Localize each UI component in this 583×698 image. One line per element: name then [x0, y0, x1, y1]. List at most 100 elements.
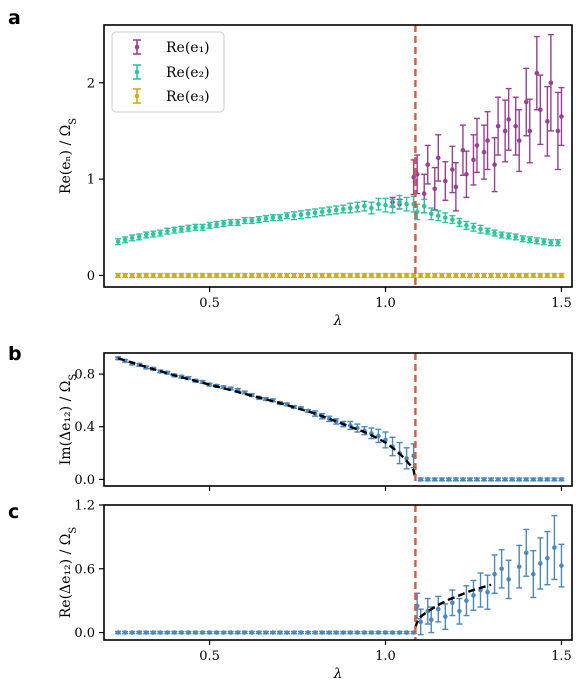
data-point: [390, 630, 395, 635]
data-point: [516, 138, 522, 143]
panel-label-b: b: [8, 343, 22, 365]
data-point: [263, 630, 269, 635]
data-point: [221, 273, 226, 278]
data-point: [270, 630, 276, 635]
data-point: [291, 273, 297, 278]
data-point: [355, 630, 360, 635]
data-point: [488, 477, 494, 482]
data-point: [369, 273, 374, 278]
data-point: [450, 217, 455, 222]
y-tick-label: 0: [87, 269, 95, 284]
data-point: [263, 216, 269, 221]
data-point: [450, 167, 455, 172]
data-point: [312, 630, 318, 635]
data-point: [530, 571, 536, 577]
data-point: [172, 630, 177, 635]
data-point: [333, 630, 339, 635]
data-point: [404, 273, 409, 278]
data-point: [348, 630, 353, 635]
data-point: [485, 138, 490, 143]
data-point: [186, 225, 191, 231]
series-a-0: [389, 33, 565, 214]
data-point: [495, 123, 501, 129]
data-point: [284, 273, 290, 278]
data-point: [158, 230, 163, 236]
data-point: [457, 608, 462, 614]
data-point: [428, 617, 434, 623]
data-point: [523, 99, 529, 105]
data-point: [523, 550, 529, 556]
legend-dot-e3: [134, 93, 140, 99]
data-point: [435, 606, 441, 612]
data-point: [249, 273, 255, 278]
panel-label-a: a: [8, 7, 21, 29]
data-point: [129, 235, 135, 241]
data-point: [305, 630, 311, 635]
legend-dot-e1: [134, 44, 140, 50]
data-point: [115, 273, 121, 278]
data-point: [143, 232, 149, 238]
y-tick-label: 0.0: [74, 626, 95, 641]
data-point: [319, 273, 325, 278]
data-point: [460, 477, 466, 482]
data-point: [376, 201, 381, 207]
data-point: [474, 273, 480, 278]
data-point: [474, 143, 480, 148]
y-tick-label: 0.4: [74, 420, 95, 435]
data-point: [362, 273, 367, 278]
data-point: [457, 220, 462, 225]
x-axis-label: λ: [333, 666, 343, 682]
data-point: [516, 273, 522, 278]
axes-frame: [103, 504, 573, 641]
data-point: [136, 234, 142, 240]
data-point: [242, 273, 248, 278]
data-point: [200, 224, 205, 230]
data-point: [488, 273, 494, 278]
data-point: [530, 477, 536, 482]
panel-label-c: c: [8, 501, 19, 523]
data-point: [228, 220, 233, 225]
data-point: [538, 477, 543, 482]
data-point: [425, 162, 431, 167]
x-tick-label: 1.5: [551, 649, 572, 664]
data-point: [443, 614, 448, 619]
data-point: [545, 119, 550, 124]
data-point: [471, 224, 476, 230]
data-point: [179, 630, 184, 635]
data-point: [397, 199, 402, 205]
data-point: [432, 186, 438, 192]
y-axis-label: Re(Δe₁₂) / ΩS: [58, 527, 79, 619]
data-point: [235, 220, 241, 225]
data-point: [383, 273, 388, 278]
data-point: [214, 222, 219, 227]
data-point: [453, 273, 459, 278]
x-tick-label: 1.0: [375, 296, 396, 311]
data-point: [136, 273, 142, 278]
data-point: [523, 477, 529, 482]
panel-a: 0.5 1.0 1.5 0 1 2 λ Re(eₙ) / ΩS: [58, 24, 573, 329]
legend-entry-e2: Re(e₂): [133, 64, 210, 81]
data-point: [478, 226, 483, 232]
data-point: [291, 630, 297, 635]
data-point: [411, 174, 416, 180]
data-point: [165, 228, 170, 234]
data-point: [404, 201, 409, 207]
data-point: [495, 477, 501, 482]
data-point: [523, 273, 529, 278]
data-point: [172, 227, 177, 233]
x-tick-label: 0.5: [199, 296, 220, 311]
data-point: [200, 630, 205, 635]
data-point: [545, 273, 550, 278]
data-point: [115, 630, 121, 635]
data-point: [207, 223, 212, 228]
data-point: [453, 477, 459, 482]
data-point: [446, 273, 452, 278]
data-point: [538, 273, 543, 278]
data-point: [348, 273, 353, 278]
data-point: [376, 273, 381, 278]
data-point: [158, 273, 163, 278]
data-point: [122, 273, 128, 278]
data-point: [207, 273, 212, 278]
data-point: [298, 212, 304, 218]
data-point: [467, 273, 473, 278]
